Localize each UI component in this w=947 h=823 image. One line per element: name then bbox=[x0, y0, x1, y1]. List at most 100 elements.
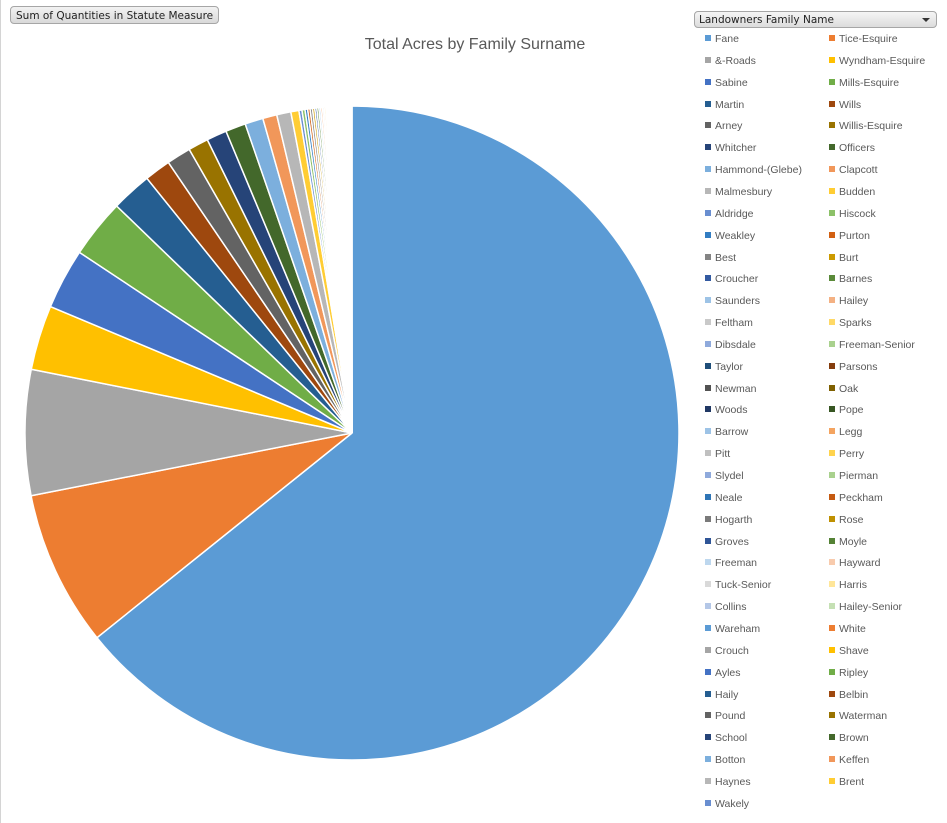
legend-item[interactable]: Brent bbox=[829, 774, 864, 790]
legend-item[interactable]: Willis-Esquire bbox=[829, 118, 903, 134]
legend-item[interactable]: Freeman bbox=[705, 555, 757, 571]
legend-label: Hammond-(Glebe) bbox=[715, 164, 802, 177]
legend-item[interactable]: Hammond-(Glebe) bbox=[705, 162, 802, 178]
legend-item[interactable]: Waterman bbox=[829, 708, 887, 724]
legend-item[interactable]: Pope bbox=[829, 402, 864, 418]
legend-swatch-icon bbox=[705, 35, 711, 41]
legend-item[interactable]: Malmesbury bbox=[705, 184, 772, 200]
legend-item[interactable]: Fane bbox=[705, 31, 739, 47]
legend-item[interactable]: Belbin bbox=[829, 687, 868, 703]
legend-item[interactable]: Hailey bbox=[829, 293, 868, 309]
legend-item[interactable]: Sabine bbox=[705, 75, 748, 91]
legend-item[interactable]: Best bbox=[705, 250, 736, 266]
legend-item[interactable]: Perry bbox=[829, 446, 864, 462]
legend-swatch-icon bbox=[829, 668, 835, 675]
legend-item[interactable]: Hiscock bbox=[829, 206, 876, 222]
legend-swatch-icon bbox=[829, 384, 835, 391]
legend-item[interactable]: Officers bbox=[829, 140, 875, 156]
legend-item[interactable]: Hailey-Senior bbox=[829, 599, 902, 615]
legend-swatch-icon bbox=[705, 144, 711, 151]
legend-label: Harris bbox=[839, 579, 867, 592]
legend-item[interactable]: Groves bbox=[705, 534, 749, 550]
legend-item[interactable]: Wyndham-Esquire bbox=[829, 53, 925, 69]
legend-item[interactable]: Dibsdale bbox=[705, 337, 756, 353]
legend-item[interactable]: Parsons bbox=[829, 359, 878, 375]
legend-item[interactable]: School bbox=[705, 730, 747, 746]
legend-item[interactable]: Peckham bbox=[829, 490, 883, 506]
legend-item[interactable]: Hayward bbox=[829, 555, 880, 571]
legend-item[interactable]: Rose bbox=[829, 512, 864, 528]
values-field-button[interactable]: Sum of Quantities in Statute Measure bbox=[10, 6, 220, 24]
legend-item[interactable]: Tuck-Senior bbox=[705, 577, 771, 593]
legend-label: Wills bbox=[839, 98, 862, 111]
legend-item[interactable]: Ayles bbox=[705, 665, 741, 681]
legend-item[interactable]: Sparks bbox=[829, 315, 872, 331]
legend-swatch-icon bbox=[705, 537, 711, 544]
legend-swatch-icon bbox=[829, 362, 835, 369]
legend-swatch-icon bbox=[705, 362, 711, 369]
legend-item[interactable]: White bbox=[829, 621, 866, 637]
legend-item[interactable]: Barnes bbox=[829, 271, 872, 287]
legend-swatch-icon bbox=[705, 166, 711, 173]
legend-item[interactable]: Legg bbox=[829, 424, 862, 440]
legend-item[interactable]: Feltham bbox=[705, 315, 753, 331]
legend-label: Mills-Esquire bbox=[839, 76, 900, 89]
legend-item[interactable]: Hogarth bbox=[705, 512, 752, 528]
legend-swatch-icon bbox=[705, 734, 711, 741]
legend-item[interactable]: Burt bbox=[829, 250, 858, 266]
legend-item[interactable]: Clapcott bbox=[829, 162, 878, 178]
legend-swatch-icon bbox=[829, 559, 835, 566]
legend-item[interactable]: Wakely bbox=[705, 796, 749, 812]
legend-swatch-icon bbox=[705, 78, 711, 85]
legend-label: Hailey-Senior bbox=[839, 601, 903, 614]
legend-item[interactable]: Tice-Esquire bbox=[829, 31, 898, 47]
legend-item[interactable]: Arney bbox=[705, 118, 742, 134]
legend-swatch-icon bbox=[705, 56, 711, 63]
legend-field-filter-dropdown[interactable]: Landowners Family Name bbox=[694, 11, 937, 28]
legend-item[interactable]: Crouch bbox=[705, 643, 749, 659]
legend-item[interactable]: Martin bbox=[705, 97, 744, 113]
legend-item[interactable]: Barrow bbox=[705, 424, 748, 440]
legend-item[interactable]: Harris bbox=[829, 577, 867, 593]
legend-item[interactable]: &-Roads bbox=[705, 53, 756, 69]
pie-slice--roads[interactable] bbox=[24, 368, 353, 497]
legend-item[interactable]: Haily bbox=[705, 687, 738, 703]
legend-item[interactable]: Woods bbox=[705, 402, 748, 418]
legend-item[interactable]: Keffen bbox=[829, 752, 869, 768]
legend-item[interactable]: Ripley bbox=[829, 665, 868, 681]
legend-label: Purton bbox=[839, 229, 870, 242]
legend-item[interactable]: Saunders bbox=[705, 293, 760, 309]
legend-item[interactable]: Mills-Esquire bbox=[829, 75, 899, 91]
chevron-down-icon[interactable] bbox=[922, 18, 930, 22]
legend-item[interactable]: Aldridge bbox=[705, 206, 754, 222]
legend-item[interactable]: Botton bbox=[705, 752, 745, 768]
legend-item[interactable]: Brown bbox=[829, 730, 869, 746]
legend-item[interactable]: Collins bbox=[705, 599, 747, 615]
legend-item[interactable]: Oak bbox=[829, 381, 858, 397]
legend-item[interactable]: Haynes bbox=[705, 774, 751, 790]
legend-swatch-icon bbox=[829, 756, 835, 763]
legend-item[interactable]: Pierman bbox=[829, 468, 878, 484]
legend-label: Keffen bbox=[839, 754, 870, 767]
legend-item[interactable]: Purton bbox=[829, 228, 870, 244]
legend-item[interactable]: Pitt bbox=[705, 446, 730, 462]
legend-item[interactable]: Moyle bbox=[829, 534, 867, 550]
legend-item[interactable]: Taylor bbox=[705, 359, 743, 375]
pie-slice-fane[interactable] bbox=[95, 105, 680, 761]
legend-item[interactable]: Freeman-Senior bbox=[829, 337, 915, 353]
legend-item[interactable]: Wills bbox=[829, 97, 861, 113]
legend-item[interactable]: Budden bbox=[829, 184, 875, 200]
legend-item[interactable]: Newman bbox=[705, 381, 756, 397]
legend-item[interactable]: Croucher bbox=[705, 271, 758, 287]
legend-swatch-icon bbox=[705, 340, 711, 347]
legend-item[interactable]: Slydel bbox=[705, 468, 744, 484]
legend-swatch-icon bbox=[829, 690, 835, 697]
pie-slice-tice-esquire[interactable] bbox=[30, 432, 353, 639]
legend-item[interactable]: Whitcher bbox=[705, 140, 756, 156]
legend-item[interactable]: Pound bbox=[705, 708, 745, 724]
legend-label: Newman bbox=[715, 382, 757, 395]
legend-item[interactable]: Neale bbox=[705, 490, 742, 506]
legend-item[interactable]: Wareham bbox=[705, 621, 760, 637]
legend-item[interactable]: Weakley bbox=[705, 228, 755, 244]
legend-item[interactable]: Shave bbox=[829, 643, 869, 659]
